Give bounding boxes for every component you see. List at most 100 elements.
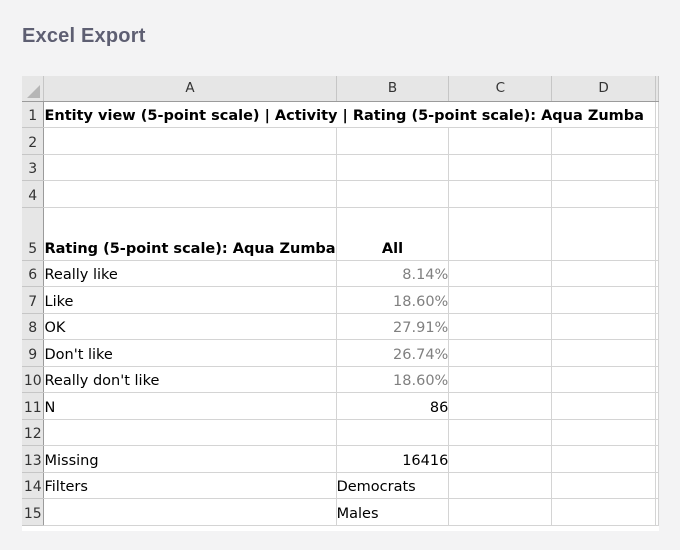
cell-e7[interactable]: [655, 286, 659, 314]
cell-e8[interactable]: [655, 313, 659, 340]
page-title: Excel Export: [22, 25, 146, 47]
table-row: 7 Like 18.60%: [22, 286, 659, 314]
spreadsheet-grid: A B C D 1 Entity view (5-point scale) | …: [22, 76, 659, 526]
row-header[interactable]: 4: [22, 180, 45, 208]
row-header[interactable]: 13: [22, 445, 45, 473]
cell-c7[interactable]: [448, 286, 553, 314]
cell-b10[interactable]: 18.60%: [336, 366, 450, 393]
cell-c2[interactable]: [448, 127, 553, 155]
select-all-corner[interactable]: [22, 76, 45, 102]
cell-a6[interactable]: Really like: [43, 260, 337, 287]
cell-d13[interactable]: [551, 445, 656, 473]
cell-e10[interactable]: [655, 366, 659, 393]
column-header-d[interactable]: D: [551, 76, 656, 102]
cell-b4[interactable]: [336, 180, 450, 208]
cell-e13[interactable]: [655, 445, 659, 473]
row-header[interactable]: 3: [22, 154, 45, 181]
cell-b11[interactable]: 86: [336, 392, 450, 420]
cell-c13[interactable]: [448, 445, 553, 473]
cell-a2[interactable]: [43, 127, 337, 155]
row-header[interactable]: 9: [22, 339, 45, 367]
cell-d2[interactable]: [551, 127, 656, 155]
cell-d6[interactable]: [551, 260, 656, 287]
table-row: 1 Entity view (5-point scale) | Activity…: [22, 101, 659, 128]
column-header-b[interactable]: B: [336, 76, 450, 102]
cell-c3[interactable]: [448, 154, 553, 181]
cell-a1[interactable]: Entity view (5-point scale) | Activity |…: [43, 101, 656, 128]
cell-d3[interactable]: [551, 154, 656, 181]
cell-e9[interactable]: [655, 339, 659, 367]
cell-a15[interactable]: [43, 498, 337, 526]
cell-c5[interactable]: [448, 207, 553, 261]
cell-a8[interactable]: OK: [43, 313, 337, 340]
cell-d15[interactable]: [551, 498, 656, 526]
cell-a11[interactable]: N: [43, 392, 337, 420]
cell-b2[interactable]: [336, 127, 450, 155]
row-header[interactable]: 7: [22, 286, 45, 314]
cell-c6[interactable]: [448, 260, 553, 287]
cell-c12[interactable]: [448, 419, 553, 446]
row-header[interactable]: 6: [22, 260, 45, 287]
cell-e3[interactable]: [655, 154, 659, 181]
cell-b13[interactable]: 16416: [336, 445, 450, 473]
cell-e5[interactable]: [655, 207, 659, 261]
column-header-c[interactable]: C: [448, 76, 553, 102]
cell-a13[interactable]: Missing: [43, 445, 337, 473]
cell-d5[interactable]: [551, 207, 656, 261]
cell-e1[interactable]: [655, 101, 659, 128]
cell-a12[interactable]: [43, 419, 337, 446]
cell-d4[interactable]: [551, 180, 656, 208]
cell-c15[interactable]: [448, 498, 553, 526]
cell-b5[interactable]: All: [336, 207, 450, 261]
cell-a14[interactable]: Filters: [43, 472, 337, 499]
row-header[interactable]: 2: [22, 127, 45, 155]
cell-e2[interactable]: [655, 127, 659, 155]
cell-e4[interactable]: [655, 180, 659, 208]
cell-c4[interactable]: [448, 180, 553, 208]
row-header[interactable]: 11: [22, 392, 45, 420]
cell-a5[interactable]: Rating (5-point scale): Aqua Zumba: [43, 207, 337, 261]
cell-d9[interactable]: [551, 339, 656, 367]
cell-b15[interactable]: Males: [336, 498, 450, 526]
cell-c9[interactable]: [448, 339, 553, 367]
cell-c14[interactable]: [448, 472, 553, 499]
row-header[interactable]: 10: [22, 366, 45, 393]
cell-b6[interactable]: 8.14%: [336, 260, 450, 287]
cell-d12[interactable]: [551, 419, 656, 446]
cell-b7[interactable]: 18.60%: [336, 286, 450, 314]
cell-d7[interactable]: [551, 286, 656, 314]
cell-e12[interactable]: [655, 419, 659, 446]
cell-c11[interactable]: [448, 392, 553, 420]
cell-a3[interactable]: [43, 154, 337, 181]
cell-e6[interactable]: [655, 260, 659, 287]
cell-b12[interactable]: [336, 419, 450, 446]
cell-b14[interactable]: Democrats: [336, 472, 450, 499]
cell-c8[interactable]: [448, 313, 553, 340]
cell-b9[interactable]: 26.74%: [336, 339, 450, 367]
spreadsheet: A B C D 1 Entity view (5-point scale) | …: [22, 76, 659, 531]
row-header[interactable]: 12: [22, 419, 45, 446]
row-header[interactable]: 15: [22, 498, 45, 526]
row-header[interactable]: 1: [22, 101, 45, 128]
cell-e14[interactable]: [655, 472, 659, 499]
column-header-a[interactable]: A: [43, 76, 337, 102]
cell-b3[interactable]: [336, 154, 450, 181]
cell-d11[interactable]: [551, 392, 656, 420]
cell-c10[interactable]: [448, 366, 553, 393]
cell-d10[interactable]: [551, 366, 656, 393]
row-header[interactable]: 5: [22, 207, 45, 261]
table-row: 8 OK 27.91%: [22, 313, 659, 340]
cell-a9[interactable]: Don't like: [43, 339, 337, 367]
cell-d8[interactable]: [551, 313, 656, 340]
cell-e15[interactable]: [655, 498, 659, 526]
row-header[interactable]: 8: [22, 313, 45, 340]
column-header-e[interactable]: [655, 76, 659, 102]
cell-a7[interactable]: Like: [43, 286, 337, 314]
cell-a4[interactable]: [43, 180, 337, 208]
cell-e11[interactable]: [655, 392, 659, 420]
row-header[interactable]: 14: [22, 472, 45, 499]
cell-d14[interactable]: [551, 472, 656, 499]
cell-a10[interactable]: Really don't like: [43, 366, 337, 393]
cell-b8[interactable]: 27.91%: [336, 313, 450, 340]
